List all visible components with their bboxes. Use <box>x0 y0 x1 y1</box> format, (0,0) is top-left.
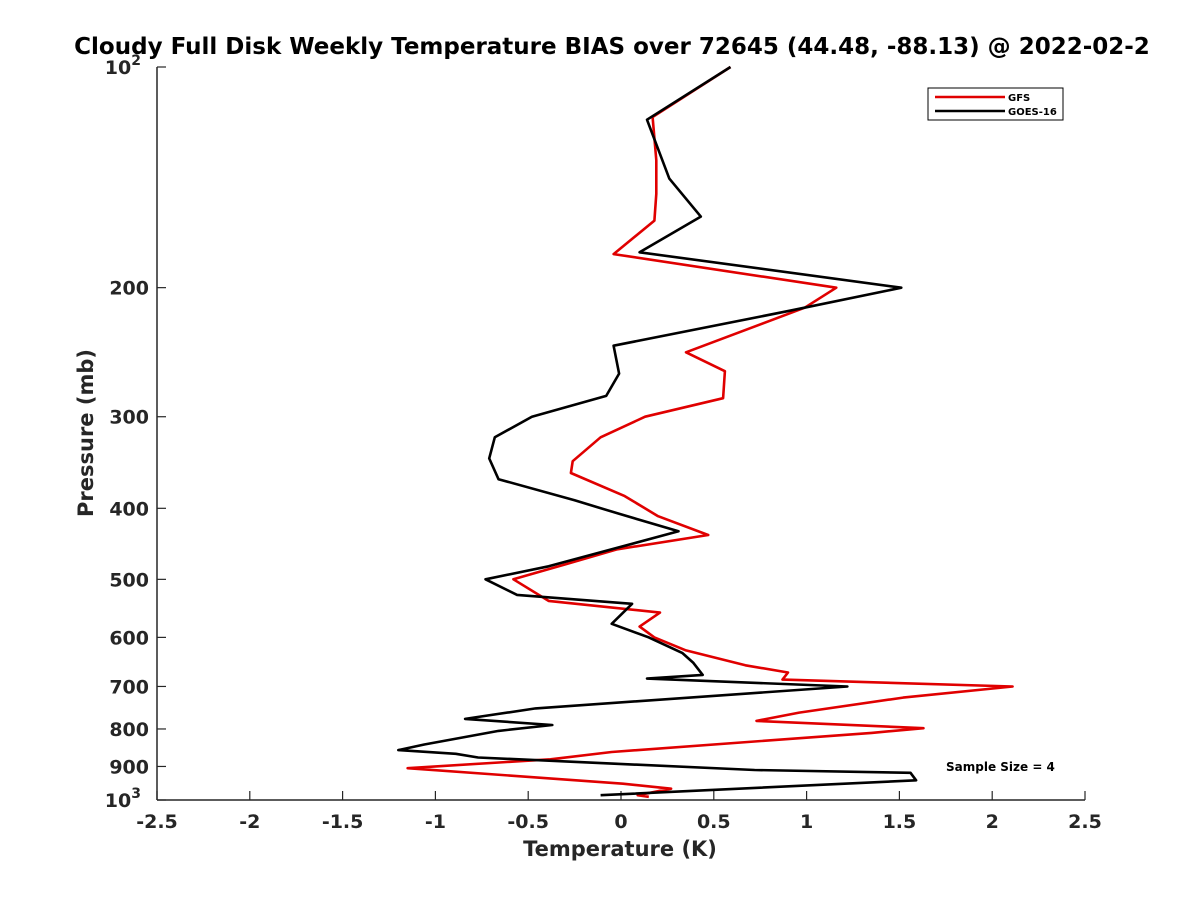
x-tick-label: -0.5 <box>507 811 549 833</box>
x-tick-label: -2 <box>239 811 260 833</box>
legend-label-gfs: GFS <box>1008 93 1030 104</box>
y-tick-label: 400 <box>109 498 149 520</box>
x-tick-label: -2.5 <box>136 811 178 833</box>
y-tick-label: 800 <box>109 719 149 741</box>
y-tick-label: 200 <box>109 278 149 300</box>
y-tick-label: 102 <box>105 53 141 79</box>
x-axis-label: Temperature (K) <box>523 837 717 861</box>
y-tick-label: 700 <box>109 676 149 698</box>
legend-box <box>927 87 1064 121</box>
plot-axes <box>156 67 1085 801</box>
legend-label-goes16: GOES-16 <box>1008 107 1057 118</box>
y-tick-label: 103 <box>105 786 141 812</box>
y-tick-label: 900 <box>109 756 149 778</box>
x-tick-label: 2.5 <box>1068 811 1102 833</box>
x-tick-label: -1 <box>425 811 446 833</box>
x-tick-label: 1.5 <box>883 811 917 833</box>
legend: GFS GOES-16 <box>927 87 1064 121</box>
x-axis-ticks: -2.5 -2 -1.5 -1 -0.5 0 0.5 1 1.5 2 2.5 <box>136 791 1102 833</box>
y-tick-label: 300 <box>109 407 149 429</box>
chart-title: Cloudy Full Disk Weekly Temperature BIAS… <box>74 34 1150 60</box>
y-tick-label: 500 <box>109 569 149 591</box>
series-line-goes16 <box>396 65 918 797</box>
x-tick-label: 0.5 <box>697 811 731 833</box>
x-tick-label: 0 <box>614 811 627 833</box>
y-axis-ticks: 102 200 300 400 500 600 700 800 900 103 <box>105 53 166 812</box>
series-layer <box>396 65 1014 799</box>
x-tick-label: -1.5 <box>322 811 364 833</box>
sample-size-annotation: Sample Size = 4 <box>946 760 1055 774</box>
x-tick-label: 1 <box>800 811 813 833</box>
y-tick-label: 600 <box>109 627 149 649</box>
x-tick-label: 2 <box>986 811 999 833</box>
series-line-gfs <box>406 65 1014 799</box>
y-axis-label: Pressure (mb) <box>74 349 98 517</box>
